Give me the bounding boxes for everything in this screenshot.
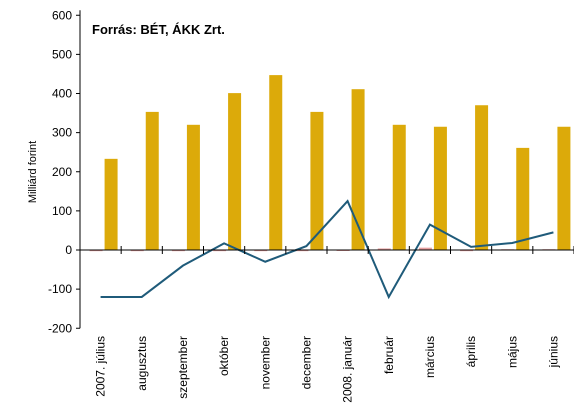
bar xyxy=(516,147,530,250)
x-tick-label: február xyxy=(382,336,396,374)
x-tick-label: augusztus xyxy=(135,336,149,391)
y-tick-label: 200 xyxy=(52,165,72,179)
x-tick-label: április xyxy=(464,336,478,367)
bar xyxy=(130,250,144,252)
bar xyxy=(557,126,571,250)
bar xyxy=(295,250,309,252)
y-tick-label: -200 xyxy=(48,321,72,335)
bar xyxy=(89,250,103,252)
x-tick-label: október xyxy=(217,336,231,376)
y-tick-label: 400 xyxy=(52,87,72,101)
bar xyxy=(475,105,489,250)
y-tick-label: -100 xyxy=(48,282,72,296)
x-tick-label: 2008. január xyxy=(341,336,355,403)
y-tick-label: 600 xyxy=(52,8,72,22)
x-tick-label: december xyxy=(299,336,313,389)
bar xyxy=(104,158,118,250)
bar xyxy=(186,124,200,250)
bar xyxy=(351,89,365,250)
bar xyxy=(377,248,391,250)
bar xyxy=(228,93,242,250)
y-tick-label: 300 xyxy=(52,126,72,140)
y-tick-label: 500 xyxy=(52,47,72,61)
bar xyxy=(269,75,283,250)
bar xyxy=(254,250,268,252)
y-tick-label: 0 xyxy=(65,243,72,257)
x-tick-label: november xyxy=(258,336,272,389)
bar xyxy=(433,126,447,250)
bar xyxy=(145,111,159,250)
bar xyxy=(460,250,474,252)
line xyxy=(100,199,554,300)
x-tick-label: szeptember xyxy=(176,336,190,399)
bar xyxy=(310,111,324,250)
y-axis-label: Milliárd forint xyxy=(27,141,39,203)
bar xyxy=(392,124,406,250)
bar xyxy=(171,250,185,252)
annotation: Forrás: BÉT, ÁKK Zrt. xyxy=(92,22,225,37)
x-tick-label: május xyxy=(505,336,519,368)
x-tick-label: 2007. július xyxy=(94,336,108,397)
x-tick-label: június xyxy=(546,336,560,368)
bar xyxy=(418,247,432,250)
x-tick-label: március xyxy=(423,336,437,378)
y-tick-label: 100 xyxy=(52,204,72,218)
bar xyxy=(213,250,227,252)
